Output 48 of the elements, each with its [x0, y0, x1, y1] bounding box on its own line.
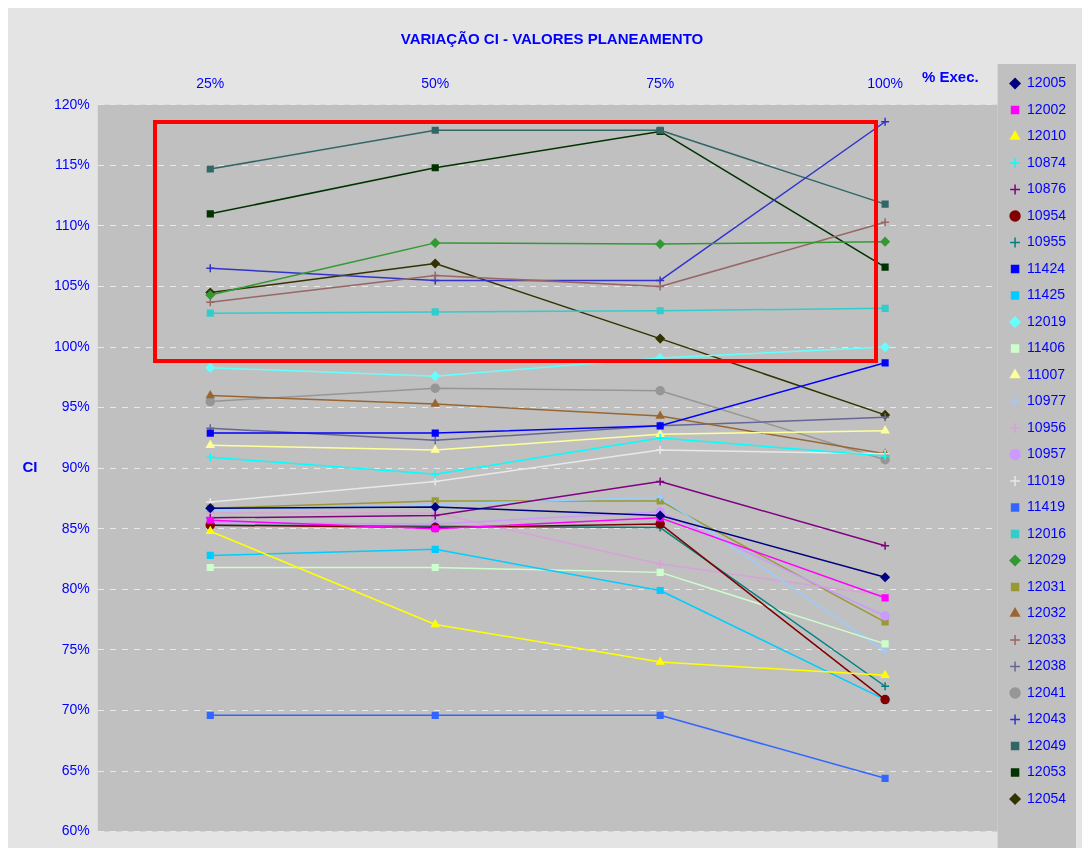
x-axis-title: % Exec.: [922, 68, 979, 86]
x-tick-label: 25%: [196, 75, 225, 92]
y-tick-label: 115%: [55, 156, 90, 173]
legend-label: 12032: [1027, 604, 1067, 621]
legend-label: 10876: [1027, 180, 1067, 197]
legend-label: 11019: [1027, 471, 1066, 488]
legend-label: 12019: [1027, 312, 1067, 329]
legend-label: 12054: [1027, 789, 1067, 806]
y-tick-label: 95%: [61, 398, 90, 415]
y-tick-label: 100%: [53, 337, 90, 354]
y-tick-label: 85%: [61, 519, 90, 536]
legend-label: 12005: [1027, 74, 1067, 91]
legend-label: 11425: [1027, 286, 1066, 303]
x-tick-label: 100%: [867, 75, 904, 92]
y-tick-label: 80%: [61, 580, 90, 597]
y-axis-title: CI: [22, 458, 38, 476]
legend-label: 11007: [1027, 365, 1066, 382]
y-tick-label: 65%: [61, 761, 90, 778]
legend-label: 11406: [1027, 339, 1066, 356]
legend-label: 10977: [1027, 392, 1067, 409]
legend-label: 10957: [1027, 445, 1067, 462]
legend-label: 12031: [1027, 577, 1067, 594]
y-tick-label: 90%: [61, 459, 90, 476]
legend-label: 10954: [1027, 206, 1067, 223]
legend-label: 12041: [1027, 683, 1067, 700]
y-tick-label: 60%: [61, 822, 90, 839]
legend-label: 11419: [1027, 498, 1066, 515]
legend-label: 12029: [1027, 551, 1067, 568]
y-tick-label: 75%: [61, 640, 90, 657]
chart-title: VARIAÇÃO CI - VALORES PLANEAMENTO: [400, 30, 704, 48]
legend-label: 12049: [1027, 736, 1067, 753]
y-tick-label: 70%: [61, 701, 90, 718]
x-tick-label: 50%: [421, 75, 450, 92]
legend-label: 10874: [1027, 153, 1067, 170]
legend-label: 12038: [1027, 657, 1067, 674]
y-tick-label: 120%: [53, 95, 90, 112]
legend-label: 12002: [1027, 100, 1067, 117]
legend-label: 12043: [1027, 710, 1067, 727]
legend-label: 12010: [1027, 127, 1067, 144]
y-tick-label: 105%: [53, 277, 90, 294]
y-tick-label: 110%: [55, 216, 90, 233]
legend-label: 10955: [1027, 233, 1067, 250]
legend-label: 12033: [1027, 630, 1067, 647]
legend-label: 11424: [1027, 259, 1066, 276]
legend-label: 12053: [1027, 763, 1067, 780]
legend-label: 10956: [1027, 418, 1067, 435]
x-tick-label: 75%: [646, 75, 675, 92]
legend-label: 12016: [1027, 524, 1067, 541]
